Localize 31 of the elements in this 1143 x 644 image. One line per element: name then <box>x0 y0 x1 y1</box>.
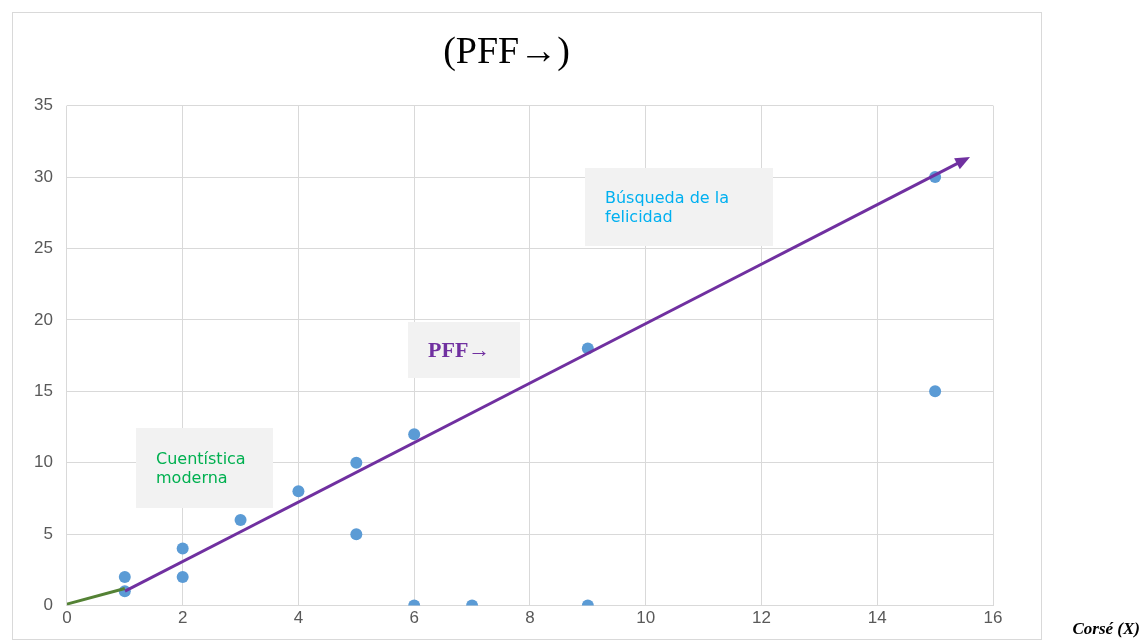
point <box>292 485 305 498</box>
point <box>176 542 189 555</box>
y-tick-label: 30 <box>33 166 53 186</box>
x-tick-label: 12 <box>752 608 771 628</box>
x-tick-label: 6 <box>409 608 419 628</box>
y-tick-label: 0 <box>43 595 53 615</box>
y-tick-label: 10 <box>33 452 53 472</box>
point <box>234 513 247 526</box>
y-tick-label: 20 <box>33 309 53 329</box>
note-box: Búsqueda de la felicidad <box>585 168 773 246</box>
y-tick-label: 25 <box>33 238 53 258</box>
x-axis-title: Corsé (X) <box>1072 619 1140 639</box>
y-tick-label: 5 <box>43 523 53 543</box>
y-tick-label: 15 <box>33 381 53 400</box>
point <box>350 456 363 469</box>
x-tick-label: 0 <box>62 608 72 628</box>
x-tick-label: 14 <box>867 608 887 628</box>
point <box>118 571 131 584</box>
x-tick-label: 2 <box>177 608 188 628</box>
point <box>176 571 189 584</box>
y-tick-label: 35 <box>33 95 53 115</box>
x-tick-label: 16 <box>983 608 1003 628</box>
point <box>408 428 421 441</box>
point <box>929 385 942 398</box>
x-tick-label: 8 <box>525 608 535 628</box>
x-tick-label: 4 <box>293 608 304 628</box>
note-box: Cuentística moderna <box>136 428 273 508</box>
note-box: PFF→ <box>408 322 520 378</box>
x-tick-label: 10 <box>636 608 656 628</box>
chart-title: (PFF→) <box>443 28 570 72</box>
point <box>350 528 363 541</box>
